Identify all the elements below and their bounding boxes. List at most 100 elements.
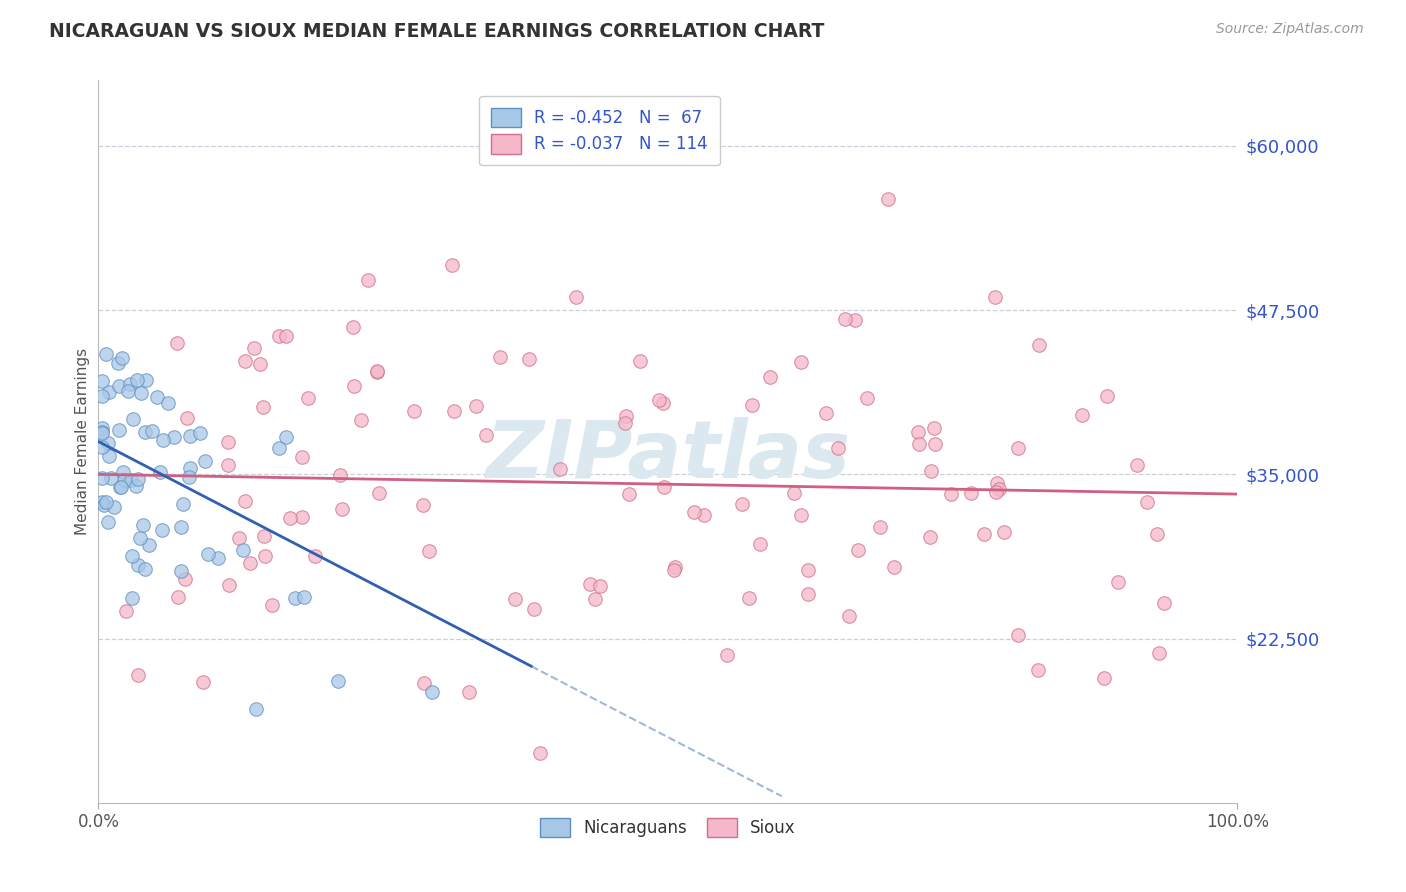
Point — [856, 391, 879, 405]
Point — [662, 563, 685, 577]
Point — [127, 373, 149, 387]
Point — [907, 437, 929, 451]
Point — [197, 548, 219, 562]
Point — [97, 384, 120, 399]
Point — [986, 476, 1008, 491]
Point — [179, 460, 201, 475]
Point — [191, 675, 214, 690]
Point — [367, 486, 389, 500]
Point — [783, 486, 806, 500]
Point — [249, 357, 271, 371]
Point — [789, 508, 811, 522]
Point — [149, 466, 172, 480]
Point — [252, 401, 274, 415]
Point — [959, 486, 981, 500]
Point — [489, 350, 512, 364]
Point — [120, 376, 142, 391]
Point — [846, 543, 869, 558]
Point — [274, 329, 297, 343]
Point — [838, 609, 860, 624]
Point — [91, 440, 114, 454]
Point — [583, 591, 606, 606]
Point — [188, 425, 211, 440]
Point — [90, 494, 112, 508]
Point — [177, 469, 200, 483]
Point — [127, 472, 149, 486]
Point — [120, 473, 142, 487]
Point — [827, 441, 849, 455]
Point — [138, 538, 160, 552]
Point — [834, 312, 856, 326]
Point — [693, 508, 716, 522]
Point — [90, 420, 112, 434]
Point — [90, 425, 112, 440]
Point — [254, 549, 277, 563]
Point — [129, 531, 152, 545]
Point — [883, 559, 905, 574]
Point — [505, 592, 527, 607]
Point — [121, 549, 143, 564]
Point — [276, 430, 298, 444]
Point — [619, 487, 641, 501]
Point — [127, 668, 149, 682]
Point — [278, 511, 301, 525]
Point — [342, 320, 364, 334]
Point — [652, 480, 675, 494]
Point — [357, 273, 380, 287]
Point — [844, 313, 866, 327]
Point — [242, 341, 264, 355]
Point — [176, 410, 198, 425]
Point — [94, 494, 117, 508]
Point — [683, 505, 706, 519]
Point — [172, 496, 194, 510]
Text: Source: ZipAtlas.com: Source: ZipAtlas.com — [1216, 22, 1364, 37]
Point — [1147, 646, 1170, 660]
Point — [1007, 628, 1029, 642]
Point — [141, 425, 163, 439]
Point — [111, 351, 134, 365]
Point — [103, 500, 125, 514]
Point — [907, 425, 929, 439]
Point — [291, 450, 314, 464]
Point — [458, 685, 481, 699]
Text: ZIPatlas: ZIPatlas — [485, 417, 851, 495]
Point — [90, 375, 112, 389]
Point — [1028, 338, 1050, 352]
Point — [146, 390, 169, 404]
Point — [412, 498, 434, 512]
Point — [548, 461, 571, 475]
Point — [877, 193, 900, 207]
Point — [125, 479, 148, 493]
Point — [731, 497, 754, 511]
Point — [167, 590, 190, 604]
Point — [170, 564, 193, 578]
Point — [117, 384, 139, 399]
Point — [404, 403, 426, 417]
Point — [984, 484, 1007, 499]
Point — [441, 258, 464, 272]
Point — [269, 329, 291, 343]
Point — [420, 684, 443, 698]
Point — [122, 411, 145, 425]
Point — [475, 428, 498, 442]
Point — [814, 406, 837, 420]
Point — [291, 509, 314, 524]
Point — [112, 465, 135, 479]
Point — [228, 531, 250, 545]
Point — [664, 560, 686, 574]
Point — [589, 579, 612, 593]
Point — [260, 599, 283, 613]
Point — [170, 520, 193, 534]
Point — [134, 561, 156, 575]
Point — [93, 498, 115, 512]
Point — [924, 437, 946, 451]
Point — [1071, 408, 1094, 422]
Point — [523, 602, 546, 616]
Point — [366, 363, 388, 377]
Point — [939, 487, 962, 501]
Point — [1026, 663, 1049, 677]
Point — [127, 558, 149, 572]
Point — [90, 426, 112, 441]
Point — [647, 392, 669, 407]
Point — [217, 435, 239, 450]
